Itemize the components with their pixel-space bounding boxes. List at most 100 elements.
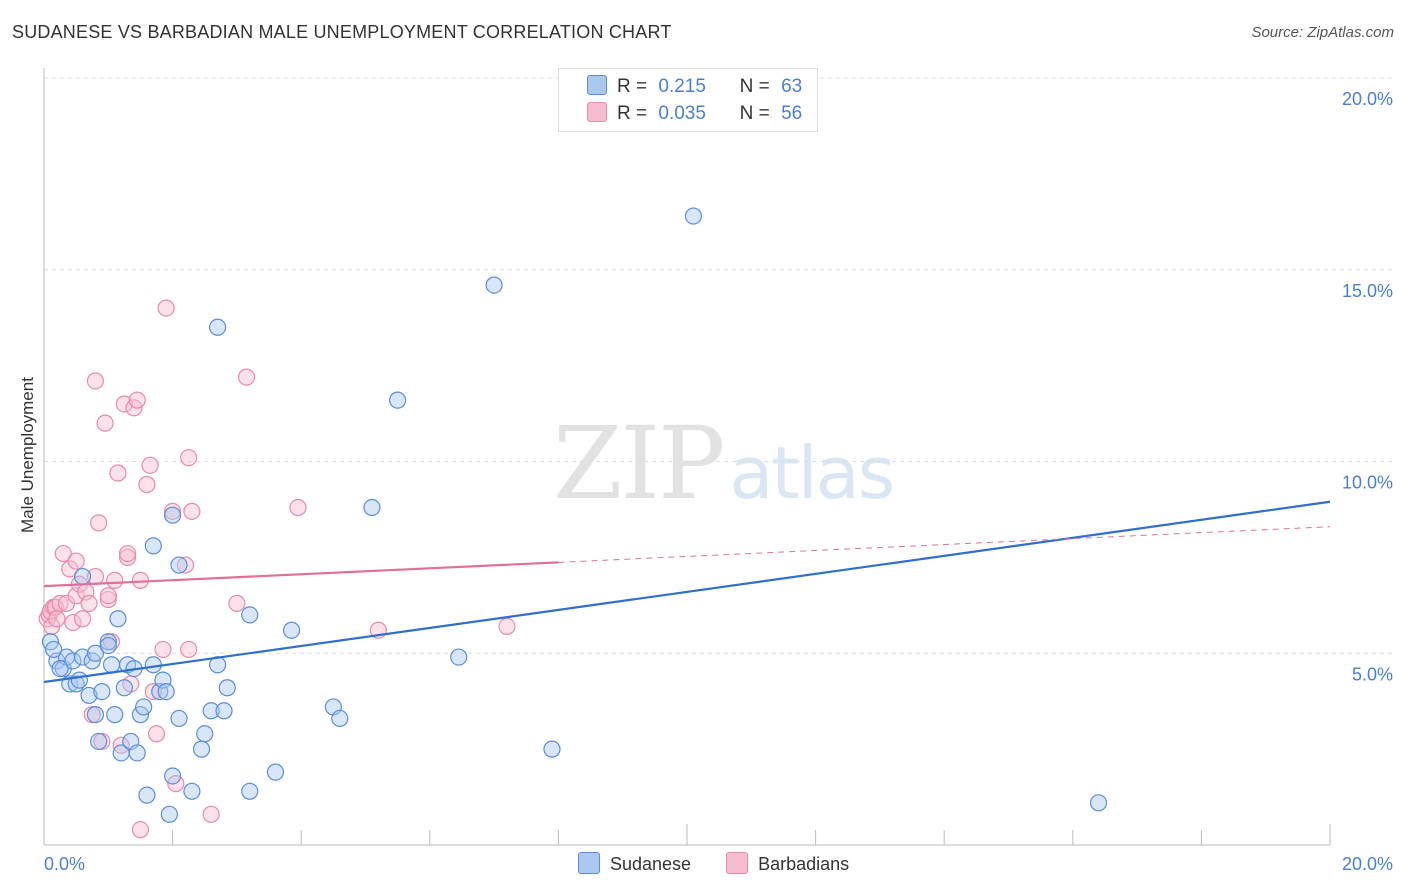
- barbadians-point: [180, 640, 198, 659]
- sudanese-point: [202, 702, 220, 720]
- barbadians-point: [183, 502, 201, 520]
- sudanese-point: [51, 659, 69, 678]
- legend-n-label: N =: [739, 76, 770, 97]
- barbadians-point: [144, 682, 162, 701]
- barbadians-trend-line-dashed: [558, 526, 1331, 563]
- barbadians-point: [99, 587, 117, 605]
- sudanese-point: [99, 636, 117, 655]
- trend-lines: [43, 500, 1331, 684]
- barbadians-point: [128, 391, 146, 409]
- sudanese-point: [183, 782, 201, 800]
- sudanese-point: [80, 686, 98, 705]
- sudanese-points: [41, 207, 1108, 823]
- sudanese-point: [485, 276, 503, 294]
- sudanese-point: [160, 805, 178, 823]
- legend-r-value: 0.215: [658, 76, 706, 97]
- chart-title: SUDANESE VS BARBADIAN MALE UNEMPLOYMENT …: [12, 22, 672, 42]
- series-legend: Sudanese Barbadians: [578, 852, 879, 875]
- sudanese-point: [102, 656, 121, 674]
- sudanese-point: [331, 709, 349, 728]
- barbadians-point: [73, 610, 92, 628]
- sudanese-point: [115, 679, 133, 697]
- axes: [43, 68, 1331, 846]
- barbadians-point: [164, 502, 182, 520]
- sudanese-point: [86, 706, 105, 724]
- barbadians-point: [202, 805, 220, 823]
- barbadians-point: [289, 498, 307, 517]
- legend-item-label: Sudanese: [610, 854, 692, 874]
- y-tick-label: 5.0%: [1352, 664, 1393, 684]
- barbadians-trend-line: [43, 561, 559, 588]
- sudanese-point: [93, 682, 111, 701]
- sudanese-point: [138, 786, 156, 804]
- legend-row-barbadians: R = 0.035 N = 56: [587, 102, 802, 126]
- barbadians-point: [157, 299, 175, 317]
- barbadians-point: [118, 548, 137, 566]
- legend-row-sudanese: R = 0.215 N = 63: [587, 75, 802, 99]
- watermark-atlas: atlas: [729, 431, 895, 515]
- sudanese-trend-line: [43, 500, 1331, 684]
- sudanese-point: [684, 207, 703, 225]
- sudanese-point: [86, 644, 105, 662]
- x-tick-label: 20.0%: [1342, 854, 1393, 874]
- sudanese-point: [218, 679, 236, 697]
- correlation-legend: R = 0.215 N = 63 R = 0.035 N = 56: [558, 68, 818, 132]
- sudanese-point: [164, 767, 182, 785]
- barbadians-points: [38, 299, 516, 839]
- sudanese-point: [70, 671, 88, 689]
- watermark: ZIPatlas: [553, 405, 895, 522]
- barbadians-point: [80, 594, 98, 612]
- barbadians-point: [147, 725, 166, 743]
- y-tick-label: 15.0%: [1342, 281, 1393, 301]
- barbadians-point: [154, 640, 172, 659]
- sudanese-point: [144, 656, 162, 674]
- legend-n-value: 56: [781, 103, 803, 124]
- sudanese-point: [241, 606, 259, 624]
- sudanese-point: [215, 702, 233, 720]
- barbadians-point: [176, 556, 195, 574]
- barbadians-point: [99, 590, 117, 609]
- legend-item-label: Barbadians: [758, 854, 850, 874]
- sudanese-point: [266, 763, 285, 781]
- barbadians-point: [64, 613, 82, 632]
- legend-n-value: 63: [781, 76, 803, 97]
- sudanese-point: [170, 709, 188, 728]
- tick-labels: 5.0% 10.0% 15.0% 20.0% 0.0% 20.0%: [44, 89, 1393, 874]
- sudanese-point: [192, 740, 211, 758]
- y-tick-label: 20.0%: [1342, 89, 1393, 109]
- sudanese-point: [363, 498, 381, 517]
- watermark-zip: ZIP: [553, 405, 725, 522]
- sudanese-point: [209, 318, 227, 336]
- sudanese-point: [1089, 794, 1108, 812]
- sudanese-point: [241, 782, 259, 800]
- sudanese-point: [144, 537, 162, 555]
- sudanese-point: [106, 706, 124, 724]
- barbadians-point: [498, 617, 516, 636]
- sudanese-swatch: [578, 852, 600, 874]
- sudanese-point: [157, 682, 175, 701]
- sudanese-point: [99, 633, 117, 651]
- x-tick-label: 0.0%: [44, 854, 85, 874]
- legend-r-value: 0.035: [658, 103, 706, 124]
- barbadians-point: [86, 372, 105, 390]
- legend-item-barbadians: Barbadians: [726, 852, 849, 875]
- sudanese-point: [196, 725, 214, 743]
- sudanese-point: [389, 391, 407, 409]
- legend-r-label: R =: [617, 103, 648, 124]
- sudanese-point: [135, 698, 153, 716]
- sudanese-point: [64, 652, 82, 670]
- barbadians-point: [141, 456, 159, 474]
- barbadians-point: [90, 514, 108, 532]
- barbadians-point: [51, 594, 69, 612]
- barbadians-swatch: [726, 852, 749, 874]
- barbadians-point: [131, 821, 150, 839]
- sudanese-point: [73, 648, 92, 666]
- grid-lines: [44, 77, 1394, 654]
- barbadians-point: [138, 475, 156, 494]
- legend-r-label: R =: [617, 76, 648, 97]
- sudanese-point: [109, 610, 127, 628]
- barbadians-point: [54, 544, 72, 563]
- legend-item-sudanese: Sudanese: [578, 852, 691, 875]
- sudanese-point: [128, 744, 146, 762]
